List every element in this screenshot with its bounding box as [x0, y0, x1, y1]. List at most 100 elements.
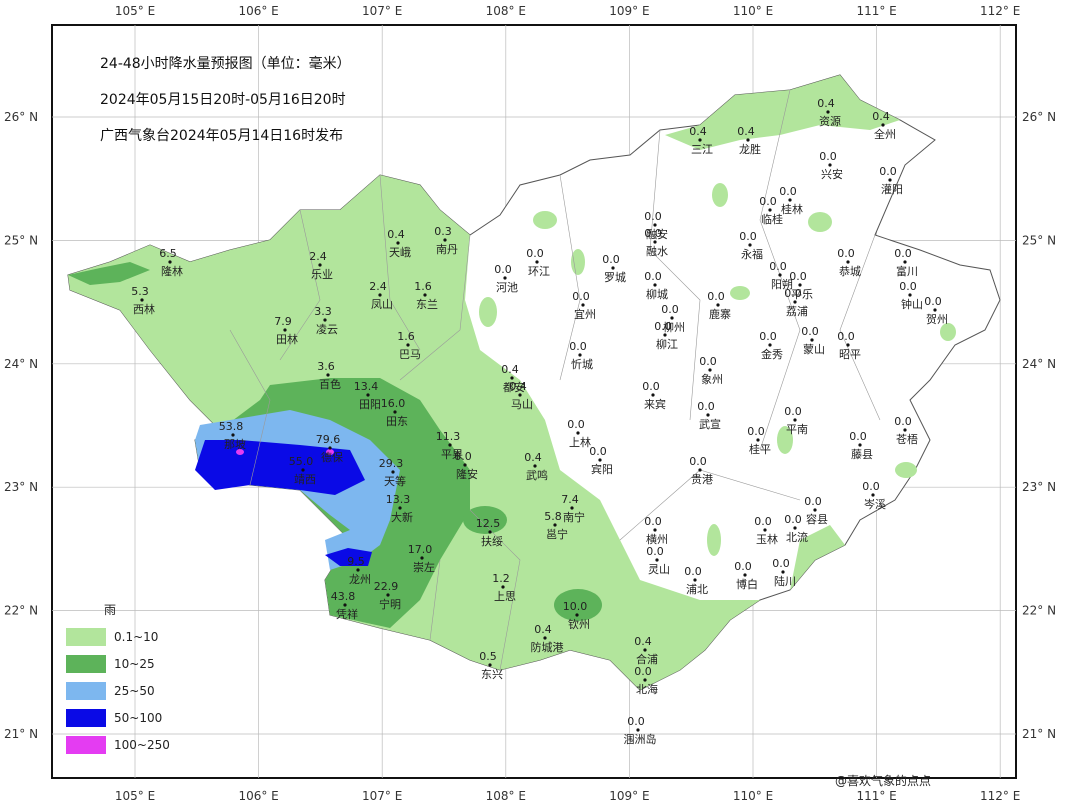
station-dot — [643, 678, 647, 682]
rain-area-light — [571, 249, 585, 275]
station-value: 43.8 — [331, 590, 356, 603]
station-dot — [793, 418, 797, 422]
station-name: 来宾 — [644, 397, 666, 411]
station-dot — [488, 663, 492, 667]
latitude-label: 25° N — [4, 233, 38, 247]
station-value: 0.4 — [817, 97, 835, 110]
station-dot — [576, 431, 580, 435]
station-value: 0.0 — [627, 715, 645, 728]
station-name: 凤山 — [371, 298, 393, 311]
station-name: 靖西 — [294, 473, 316, 486]
station-name: 龙州 — [349, 573, 371, 586]
station-dot — [698, 138, 702, 142]
longitude-label: 108° E — [486, 789, 526, 803]
station-dot — [653, 283, 657, 287]
station-name: 天峨 — [389, 246, 411, 259]
station-name: 鹿寨 — [709, 307, 731, 321]
rain-area-light — [790, 525, 845, 590]
station-dot — [343, 603, 347, 607]
station-name: 平南 — [786, 423, 808, 436]
station-dot — [448, 443, 452, 447]
station-value: 5.8 — [544, 510, 562, 523]
longitude-label: 110° E — [733, 4, 773, 18]
station-name: 宁明 — [379, 597, 401, 611]
station-value: 0.0 — [819, 150, 837, 163]
station-name: 永福 — [741, 247, 763, 261]
rain-area-blue — [325, 548, 372, 566]
station-dot — [503, 276, 507, 280]
station-value: 22.9 — [374, 580, 399, 593]
station-name: 玉林 — [756, 532, 778, 546]
station-value: 0.4 — [689, 125, 707, 138]
station-name: 忻城 — [571, 358, 593, 371]
station-name: 邕宁 — [546, 527, 568, 541]
rain-area-dark — [463, 506, 507, 534]
station-value: 0.0 — [772, 557, 790, 570]
latitude-label: 23° N — [1022, 480, 1056, 494]
station-value: 13.4 — [354, 380, 379, 393]
longitude-label: 107° E — [362, 4, 402, 18]
station-dot — [366, 393, 370, 397]
latitude-label: 26° N — [4, 110, 38, 124]
station-value: 0.0 — [642, 380, 660, 393]
station-dot — [813, 508, 817, 512]
station-dot — [323, 318, 327, 322]
station-name: 河池 — [496, 281, 518, 294]
station-dot — [578, 353, 582, 357]
station-name: 巴马 — [399, 348, 421, 361]
station-dot — [778, 273, 782, 277]
station-dot — [168, 260, 172, 264]
station-value: 0.5 — [479, 650, 497, 663]
longitude-label: 111° E — [856, 789, 896, 803]
station-value: 0.0 — [759, 195, 777, 208]
legend-label: 100~250 — [114, 738, 170, 752]
station-name: 东兴 — [481, 668, 503, 681]
latitude-label: 25° N — [1022, 233, 1056, 247]
station-value: 0.0 — [784, 287, 802, 300]
station-value: 2.4 — [369, 280, 387, 293]
station-value: 6.5 — [159, 247, 177, 260]
station-value: 0.0 — [644, 227, 662, 240]
station-value: 0.0 — [699, 355, 717, 368]
station-name: 上林 — [569, 435, 591, 449]
station-dot — [326, 373, 330, 377]
rain-area-light — [712, 183, 728, 207]
map-title: 24-48小时降水量预报图（单位：毫米） — [100, 55, 351, 72]
station-dot — [231, 433, 235, 437]
station-dot — [391, 470, 395, 474]
station-name: 金秀 — [761, 347, 783, 361]
station-dot — [463, 463, 467, 467]
station-name: 南丹 — [436, 243, 458, 256]
station-value: 29.3 — [379, 457, 404, 470]
station-value: 0.4 — [872, 110, 890, 123]
rain-area-light — [479, 297, 497, 327]
station-value: 0.4 — [534, 623, 552, 636]
station-name: 容县 — [806, 512, 828, 526]
station-name: 马山 — [511, 398, 533, 411]
station-value: 0.4 — [737, 125, 755, 138]
stations: 6.5 隆林 5.3 西林 2.4 乐业 0.4 天峨 0.3 南丹 2.4 凤山 1.6 东兰 3.3 凌云… — [131, 97, 948, 746]
station-name: 环江 — [528, 265, 550, 278]
station-dot — [575, 613, 579, 617]
longitude-label: 105° E — [115, 4, 155, 18]
legend-label: 50~100 — [114, 711, 162, 725]
station-dot — [398, 506, 402, 510]
station-value: 0.0 — [769, 260, 787, 273]
station-dot — [716, 303, 720, 307]
station-dot — [543, 636, 547, 640]
station-name: 都安 — [503, 380, 525, 394]
station-name: 桂平 — [749, 442, 771, 456]
station-dot — [746, 138, 750, 142]
station-name: 阳朔 — [771, 278, 793, 291]
longitude-label: 109° E — [609, 789, 649, 803]
station-name: 防城港 — [531, 640, 564, 654]
station-name: 柳江 — [656, 337, 678, 351]
station-name: 恭城 — [839, 265, 861, 278]
station-dot — [933, 308, 937, 312]
station-dot — [283, 328, 287, 332]
legend-label: 25~50 — [114, 684, 155, 698]
latitude-label: 23° N — [4, 480, 38, 494]
rain-area-light — [533, 211, 557, 229]
station-value: 0.0 — [779, 185, 797, 198]
station-value: 0.0 — [684, 565, 702, 578]
